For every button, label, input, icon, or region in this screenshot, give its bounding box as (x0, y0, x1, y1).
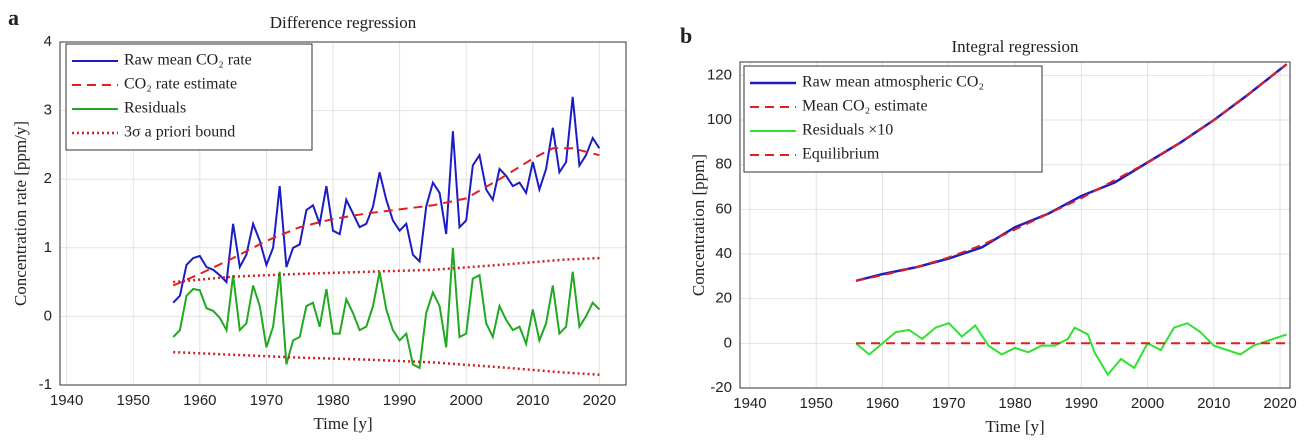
y-tick-label: 0 (724, 334, 732, 351)
x-tick-label: 1950 (117, 392, 150, 409)
legend-label: Raw mean CO₂ rate (124, 52, 252, 69)
x-tick-label: 1940 (50, 392, 83, 409)
data-line (172, 96, 601, 304)
data-line (173, 256, 600, 284)
legend-label: Mean CO₂ estimate (802, 98, 928, 115)
data-line (172, 247, 601, 370)
x-tick-label: 1960 (866, 395, 899, 412)
legend-label: CO₂ rate estimate (124, 76, 237, 93)
axes-frame (59, 41, 627, 386)
x-axis-label: Time [y] (313, 414, 372, 433)
data-line (855, 63, 1288, 282)
x-tick-label: 1990 (383, 392, 416, 409)
data-line (855, 322, 1288, 377)
x-axis-label: Time [y] (985, 417, 1044, 436)
chart-title: Difference regression (270, 13, 417, 32)
data-line (172, 147, 600, 287)
y-tick-label: 80 (715, 156, 732, 173)
y-tick-label: -20 (710, 379, 732, 396)
x-tick-label: 2000 (1131, 395, 1164, 412)
y-axis-label: Concentration [ppm] (689, 154, 708, 296)
x-tick-label: 1940 (733, 395, 766, 412)
legend-label: Residuals ×10 (802, 122, 893, 139)
x-tick-label: 1980 (998, 395, 1031, 412)
y-tick-label: 120 (707, 66, 732, 83)
panel-label: b (680, 23, 692, 48)
y-tick-label: 2 (44, 170, 52, 187)
y-tick-label: 3 (44, 102, 52, 119)
legend-label: Raw mean atmospheric CO₂ (802, 74, 984, 91)
y-tick-label: 0 (44, 307, 52, 324)
x-tick-label: 1960 (183, 392, 216, 409)
panel-label: a (8, 5, 19, 30)
x-tick-label: 1980 (316, 392, 349, 409)
y-tick-label: 4 (44, 33, 52, 50)
chart-title: Integral regression (952, 37, 1079, 56)
x-tick-label: 1950 (800, 395, 833, 412)
y-tick-label: 40 (715, 245, 732, 262)
x-tick-label: 1990 (1065, 395, 1098, 412)
y-tick-label: -1 (39, 376, 52, 393)
x-tick-label: 2020 (1263, 395, 1296, 412)
legend-label: Residuals (124, 100, 186, 117)
x-tick-label: 2010 (1197, 395, 1230, 412)
axes-frame (739, 61, 1291, 389)
y-axis-label: Concentration rate [ppm/y] (11, 121, 30, 306)
x-tick-label: 2020 (583, 392, 616, 409)
y-tick-label: 60 (715, 200, 732, 217)
x-tick-label: 2000 (450, 392, 483, 409)
y-tick-label: 100 (707, 111, 732, 128)
x-tick-label: 1970 (250, 392, 283, 409)
x-tick-label: 2010 (516, 392, 549, 409)
data-line (173, 350, 600, 376)
y-tick-label: 1 (44, 239, 52, 256)
legend-label: 3σ a priori bound (124, 124, 235, 141)
y-tick-label: 20 (715, 290, 732, 307)
legend-label: Equilibrium (802, 146, 880, 163)
x-tick-label: 1970 (932, 395, 965, 412)
